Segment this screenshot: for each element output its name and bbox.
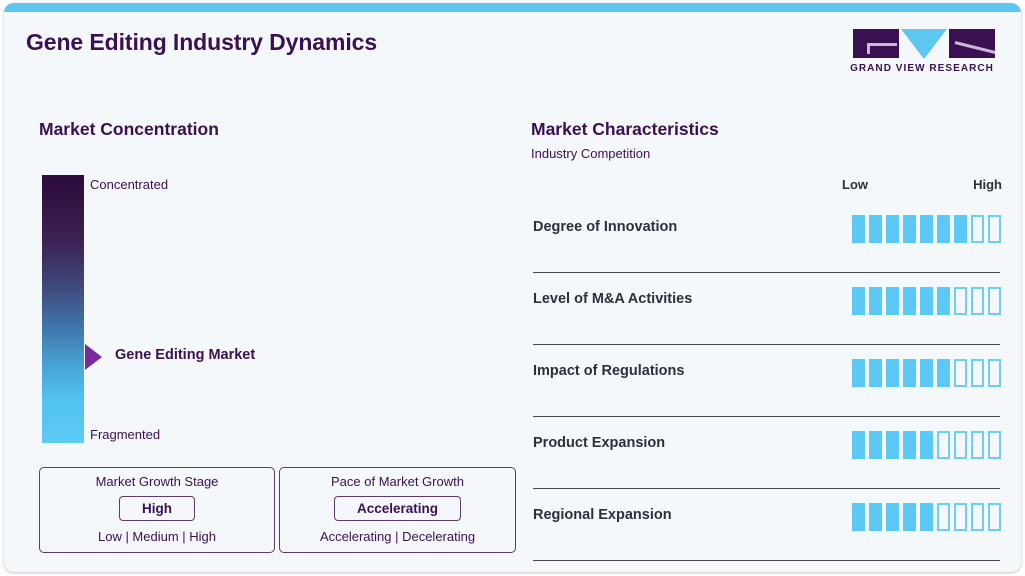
characteristic-meter [852,359,1001,387]
meter-segment-filled [920,359,933,387]
row-divider [533,344,1000,345]
logo-wordmark: GRAND VIEW RESEARCH [850,63,994,74]
characteristic-label: Regional Expansion [533,507,672,523]
scale-top-label: Concentrated [90,177,169,192]
market-characteristics-title: Market Characteristics [531,119,719,139]
meter-segment-filled [852,359,865,387]
logo-marks [849,27,995,60]
characteristic-row: Product Expansion [533,417,1002,489]
meter-segment-filled [920,431,933,459]
dashboard-card: Gene Editing Industry Dynamics GRAND VIE… [4,3,1021,572]
meter-scale-low-label: Low [842,177,868,192]
characteristic-row: Regional Expansion [533,489,1002,561]
meter-segment-filled [886,215,899,243]
market-characteristics-rows: Degree of Innovation Level of M&A Activit… [533,201,1002,561]
market-concentration-title: Market Concentration [39,119,219,139]
meter-segment-empty [954,503,967,531]
logo-v-triangle-icon [901,29,947,59]
characteristic-row: Impact of Regulations [533,345,1002,417]
row-divider [533,272,1000,273]
characteristic-meter [852,431,1001,459]
logo-r-icon [949,29,995,58]
meter-segment-filled [937,215,950,243]
pace-of-market-growth-heading: Pace of Market Growth [331,474,464,489]
meter-scale-high-label: High [973,177,1002,192]
characteristic-label: Level of M&A Activities [533,291,693,307]
meter-segment-empty [988,431,1001,459]
market-position-arrow-icon [85,344,102,370]
meter-segment-empty [937,431,950,459]
meter-segment-empty [954,359,967,387]
meter-segment-filled [920,503,933,531]
characteristic-label: Product Expansion [533,435,666,451]
meter-scale-header: Low High [842,177,1002,192]
characteristic-row: Level of M&A Activities [533,273,1002,345]
scale-bottom-label: Fragmented [90,427,161,442]
meter-segment-empty [971,287,984,315]
pace-of-market-growth-box: Pace of Market Growth Accelerating Accel… [279,467,516,553]
meter-segment-filled [937,359,950,387]
meter-segment-filled [869,503,882,531]
pace-of-market-growth-options: Accelerating | Decelerating [319,529,476,544]
meter-segment-filled [903,503,916,531]
meter-segment-filled [852,431,865,459]
meter-segment-filled [903,359,916,387]
characteristic-meter [852,215,1001,243]
characteristic-label: Impact of Regulations [533,363,685,379]
concentration-gradient-scale [42,175,84,443]
market-growth-stage-value: High [119,496,195,521]
meter-segment-empty [954,431,967,459]
market-growth-stage-heading: Market Growth Stage [95,474,219,489]
meter-segment-filled [886,503,899,531]
meter-segment-empty [971,215,984,243]
meter-segment-filled [903,215,916,243]
meter-segment-filled [954,215,967,243]
row-divider [533,416,1000,417]
market-characteristics-subtitle: Industry Competition [531,146,651,161]
meter-segment-empty [988,287,1001,315]
meter-segment-filled [920,287,933,315]
meter-segment-filled [886,359,899,387]
meter-segment-empty [971,431,984,459]
meter-segment-empty [988,359,1001,387]
meter-segment-filled [920,215,933,243]
characteristic-meter [852,287,1001,315]
meter-segment-filled [869,431,882,459]
meter-segment-filled [903,287,916,315]
meter-segment-filled [886,431,899,459]
market-growth-stage-box: Market Growth Stage High Low | Medium | … [39,467,275,553]
meter-segment-empty [954,287,967,315]
characteristic-label: Degree of Innovation [533,219,678,235]
grand-view-research-logo: GRAND VIEW RESEARCH [849,27,995,74]
market-position-label: Gene Editing Market [115,347,256,363]
page-title: Gene Editing Industry Dynamics [26,29,378,55]
meter-segment-empty [988,503,1001,531]
characteristic-meter [852,503,1001,531]
meter-segment-filled [937,287,950,315]
logo-g-icon [853,29,899,58]
meter-segment-filled [886,287,899,315]
meter-segment-empty [937,503,950,531]
row-divider [533,488,1000,489]
meter-segment-filled [852,503,865,531]
row-divider [533,560,1000,561]
meter-segment-filled [852,215,865,243]
meter-segment-filled [852,287,865,315]
meter-segment-empty [971,503,984,531]
meter-segment-filled [869,215,882,243]
meter-segment-filled [903,431,916,459]
meter-segment-empty [971,359,984,387]
characteristic-row: Degree of Innovation [533,201,1002,273]
pace-of-market-growth-value: Accelerating [333,496,462,521]
meter-segment-filled [869,287,882,315]
meter-segment-empty [988,215,1001,243]
market-growth-stage-options: Low | Medium | High [97,529,217,544]
card-top-accent-bar [4,3,1021,12]
meter-segment-filled [869,359,882,387]
